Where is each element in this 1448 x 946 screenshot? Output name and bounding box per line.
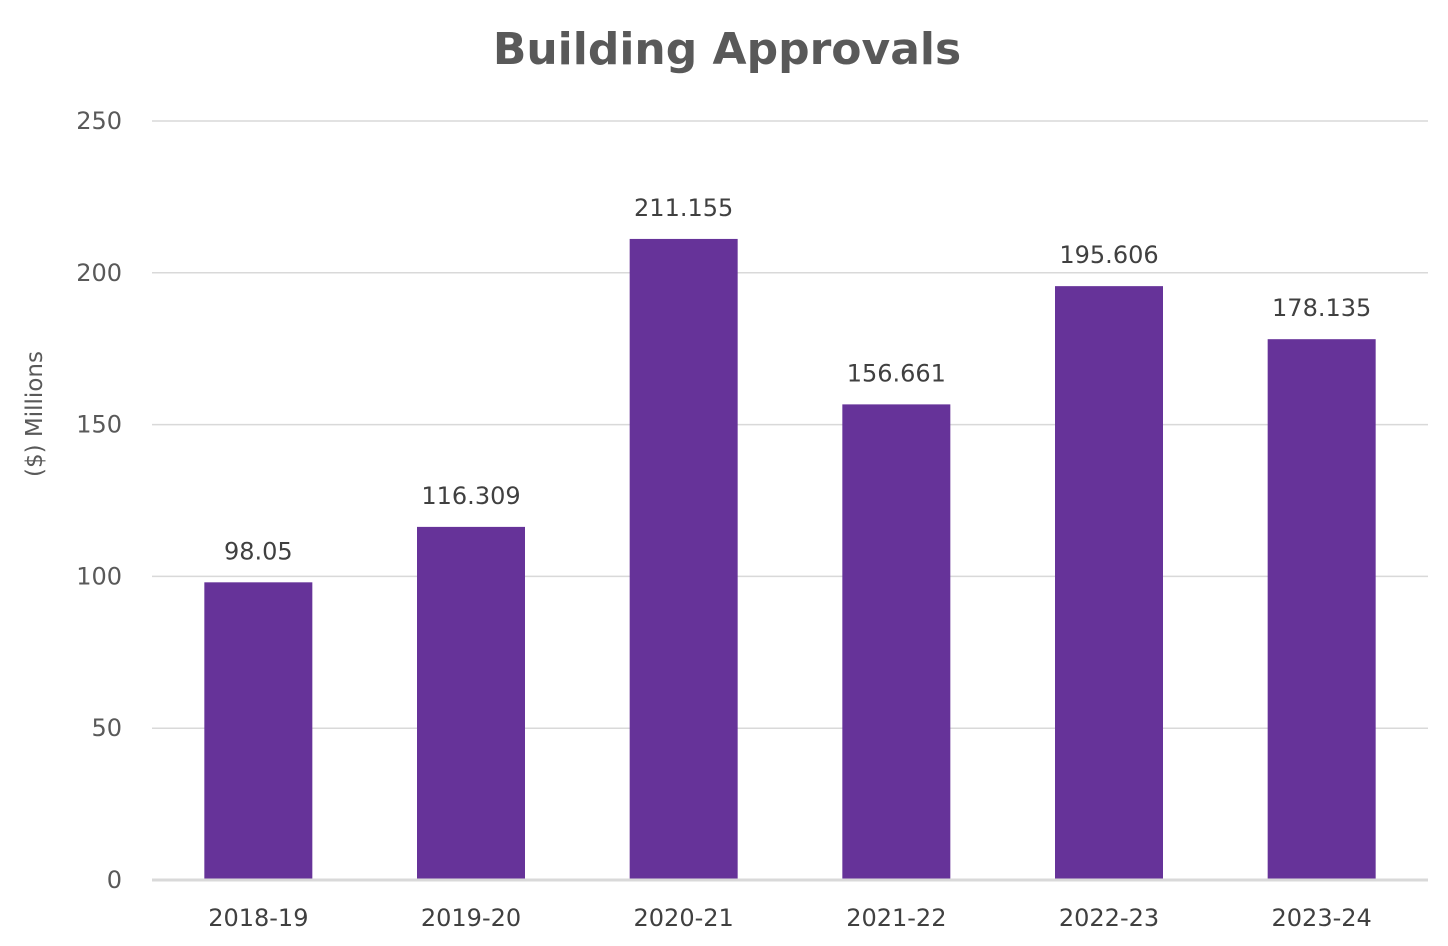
x-tick-label: 2022-23 <box>1059 904 1159 932</box>
y-axis-label: ($) Millions <box>22 351 48 477</box>
y-tick-label: 150 <box>76 411 122 439</box>
y-tick-label: 200 <box>76 259 122 287</box>
gridlines <box>152 120 1428 729</box>
y-tick-label: 250 <box>76 107 122 135</box>
bar-2021-22 <box>842 404 951 880</box>
x-tick-label: 2019-20 <box>421 904 521 932</box>
y-axis-ticks: 0 50 100 150 200 250 <box>76 107 122 894</box>
x-axis-ticks: 2018-19 2019-20 2020-21 2021-22 2022-23 2023-… <box>208 904 1372 932</box>
bar-2023-24 <box>1267 339 1376 880</box>
chart-title: Building Approvals <box>493 24 961 75</box>
x-tick-label: 2018-19 <box>208 904 308 932</box>
bar-2022-23 <box>1055 286 1163 880</box>
data-labels: 98.05 116.309 211.155 156.661 195.606 178.135 <box>224 194 1371 565</box>
bar-2018-19 <box>204 582 313 880</box>
data-label-2018-19: 98.05 <box>224 537 293 565</box>
x-tick-label: 2021-22 <box>846 904 946 932</box>
data-label-2021-22: 156.661 <box>847 359 946 387</box>
bar-2019-20 <box>417 526 525 880</box>
data-label-2020-21: 211.155 <box>634 194 733 222</box>
y-tick-label: 0 <box>107 866 122 894</box>
x-tick-label: 2023-24 <box>1272 904 1372 932</box>
data-label-2022-23: 195.606 <box>1059 241 1158 269</box>
data-label-2023-24: 178.135 <box>1272 294 1371 322</box>
y-tick-label: 100 <box>76 562 122 590</box>
bars <box>204 238 1376 881</box>
bar-2020-21 <box>629 238 738 881</box>
y-tick-label: 50 <box>91 714 122 742</box>
data-label-2019-20: 116.309 <box>421 482 520 510</box>
x-tick-label: 2020-21 <box>634 904 734 932</box>
